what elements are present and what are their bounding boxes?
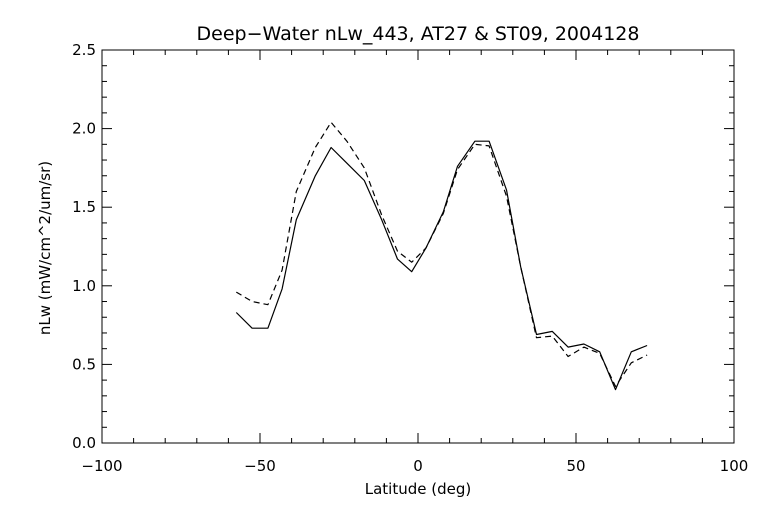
y-ticks: 0.0 0.5 1.0 1.5 2.0 2.5 (72, 41, 734, 452)
y-tick-label: 2.5 (72, 41, 96, 59)
plot-area-border (101, 49, 735, 444)
x-tick-label: 0 (413, 457, 423, 475)
x-axis-label: Latitude (deg) (365, 480, 471, 498)
y-tick-label: 2.0 (72, 120, 96, 138)
y-tick-label: 1.5 (72, 198, 96, 216)
x-tick-label: −50 (244, 457, 276, 475)
x-ticks: −100 −50 0 50 100 (81, 50, 748, 475)
x-tick-label: 50 (566, 457, 585, 475)
y-tick-label: 0.5 (72, 355, 96, 373)
chart-title: Deep−Water nLw_443, AT27 & ST09, 2004128 (197, 23, 640, 45)
dashed-series-line (235, 121, 648, 387)
x-tick-label: −100 (81, 457, 122, 475)
y-tick-label: 1.0 (72, 277, 96, 295)
plot-frame (101, 49, 735, 444)
y-tick-label: 0.0 (72, 434, 96, 452)
y-axis-label: nLw (mW/cm^2/um/sr) (36, 161, 54, 335)
solid-series-line (235, 140, 648, 391)
x-tick-label: 100 (720, 457, 749, 475)
series-lines (235, 121, 648, 391)
